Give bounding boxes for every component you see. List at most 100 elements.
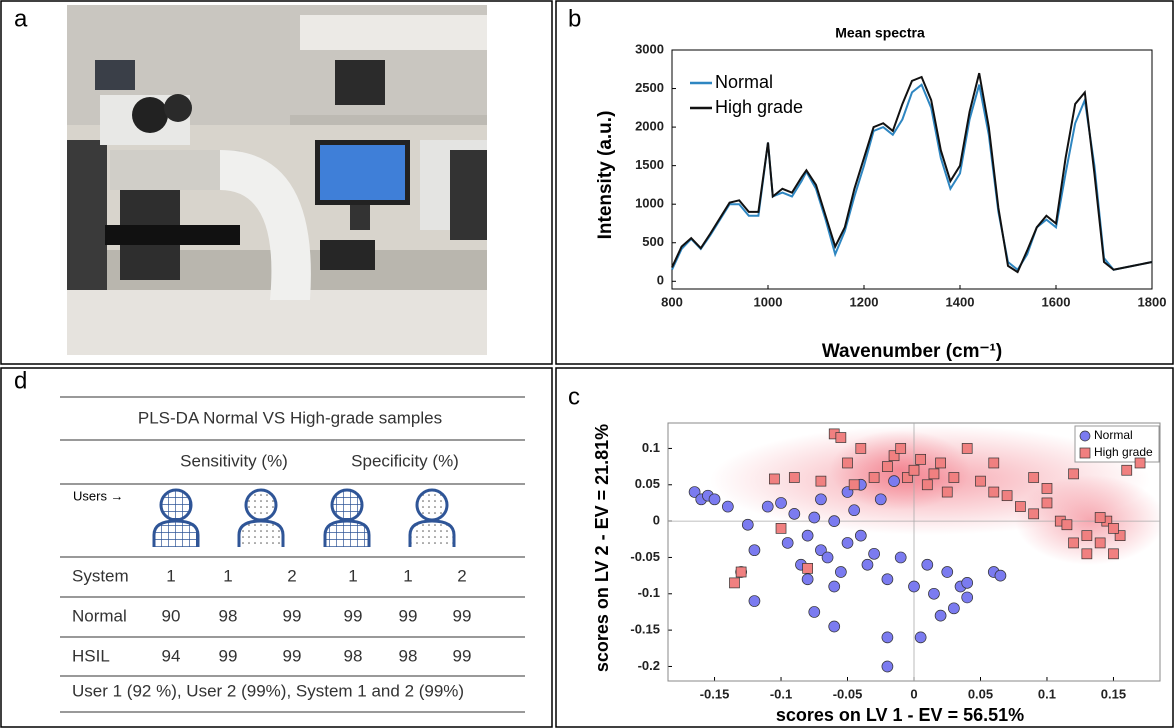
- y-tick-label: 2500: [635, 80, 664, 95]
- legend-marker: [1079, 447, 1091, 459]
- y-tick-label: 1500: [635, 157, 664, 172]
- point: [781, 537, 794, 549]
- column-group: Specificity (%): [351, 451, 459, 470]
- point: [941, 486, 953, 498]
- point: [815, 475, 827, 487]
- x-tick-label: 0.15: [1101, 686, 1126, 701]
- point: [735, 566, 747, 578]
- row-label: HSIL: [72, 646, 110, 665]
- point: [1114, 530, 1126, 541]
- point: [1121, 464, 1133, 476]
- y-tick-label: 0: [653, 513, 660, 528]
- point: [808, 511, 821, 524]
- point: [708, 493, 721, 506]
- x-tick-label: -0.1: [770, 686, 792, 701]
- cell: 99: [219, 646, 238, 665]
- x-axis-label: Wavenumber (cm⁻¹): [822, 341, 1002, 362]
- y-tick-label: -0.05: [630, 549, 660, 564]
- x-tick-label: 800: [661, 294, 683, 309]
- point: [881, 573, 894, 586]
- cell: 98: [344, 646, 363, 665]
- point: [868, 547, 880, 560]
- cell: 94: [162, 646, 181, 665]
- cell: 2: [287, 566, 296, 585]
- cell: 99: [453, 606, 472, 625]
- x-tick-label: 0: [910, 686, 917, 701]
- point: [882, 461, 893, 472]
- point: [1094, 512, 1106, 523]
- y-tick-label: 1000: [635, 196, 664, 211]
- y-tick-label: 2000: [635, 119, 664, 134]
- cell: 1: [223, 566, 232, 585]
- point: [815, 544, 827, 557]
- point: [902, 472, 913, 483]
- table-footer: User 1 (92 %), User 2 (99%), System 1 an…: [72, 681, 464, 700]
- y-tick-label: 3000: [635, 41, 664, 56]
- y-tick-label: -0.2: [638, 658, 660, 673]
- table-rules: [60, 396, 525, 713]
- row-label: Normal: [72, 606, 127, 625]
- point: [1108, 548, 1119, 560]
- point: [815, 493, 827, 506]
- point: [1081, 530, 1093, 541]
- point: [729, 577, 740, 589]
- point: [1068, 537, 1079, 549]
- x-tick-label: 0.05: [968, 686, 993, 701]
- point: [881, 631, 894, 644]
- y-tick-label: 0.05: [635, 476, 660, 491]
- x-tick-label: 0.1: [1038, 686, 1056, 701]
- y-tick-label: -0.1: [638, 585, 660, 600]
- plot-frame: [671, 49, 1153, 290]
- chart-title: Mean spectra: [835, 25, 925, 41]
- point: [801, 529, 814, 542]
- cell: 99: [283, 646, 302, 665]
- point: [961, 443, 973, 454]
- point: [894, 551, 907, 564]
- point: [821, 551, 834, 564]
- point: [1028, 508, 1040, 520]
- legend-label: Normal: [715, 72, 773, 92]
- point: [921, 558, 934, 571]
- point: [828, 580, 841, 593]
- x-tick-label: 1800: [1138, 294, 1167, 309]
- point: [828, 620, 841, 633]
- point: [1108, 523, 1119, 534]
- point: [868, 472, 880, 483]
- x-tick-label: 1600: [1042, 294, 1071, 309]
- x-tick-label: 1200: [850, 294, 879, 309]
- spectrum-line: [671, 72, 1153, 274]
- point: [961, 577, 974, 589]
- cell: 99: [344, 606, 363, 625]
- x-tick-label: 1400: [946, 294, 975, 309]
- point: [769, 473, 780, 485]
- cell: 1: [403, 566, 412, 585]
- point: [802, 563, 813, 574]
- point: [775, 523, 787, 534]
- legend-marker: [1079, 430, 1091, 442]
- row-label: System: [72, 566, 129, 585]
- point: [928, 468, 940, 480]
- point: [988, 457, 1000, 469]
- x-tick-label: -0.05: [833, 686, 863, 701]
- panel-label: a: [14, 5, 28, 32]
- point: [801, 573, 814, 586]
- point: [848, 504, 861, 517]
- point: [1041, 497, 1053, 509]
- point: [921, 479, 933, 491]
- point: [828, 515, 841, 527]
- y-axis-label: scores on LV 2 - EV = 21.81%: [592, 424, 612, 672]
- spectrum-line: [671, 83, 1153, 272]
- point: [874, 493, 887, 506]
- point: [1061, 519, 1073, 531]
- x-tick-label: 1000: [754, 294, 783, 309]
- legend-label: High grade: [1094, 445, 1153, 459]
- point: [1015, 501, 1026, 512]
- point: [1134, 457, 1146, 469]
- cell: 99: [283, 606, 302, 625]
- user-icons: [152, 488, 456, 547]
- point: [888, 450, 900, 462]
- point: [961, 591, 974, 604]
